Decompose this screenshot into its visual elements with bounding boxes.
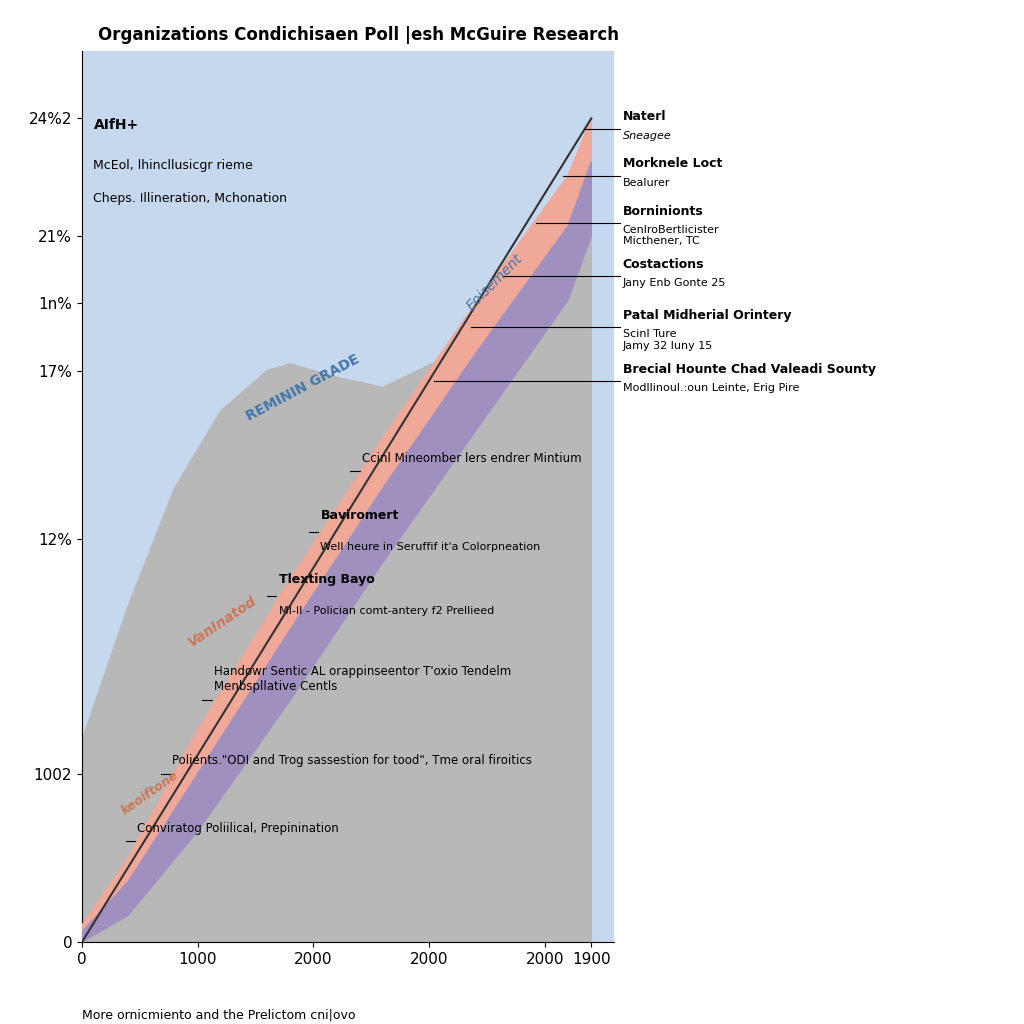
Text: AIfH+: AIfH+ (93, 119, 138, 132)
Text: Cheps. Illineration, Mchonation: Cheps. Illineration, Mchonation (93, 193, 288, 206)
Text: MI-II - Polician comt-antery f2 Prellieed: MI-II - Polician comt-antery f2 Prelliee… (279, 606, 494, 615)
Text: Baviromert: Baviromert (321, 509, 398, 522)
Text: Tlexting Bayo: Tlexting Bayo (279, 572, 375, 586)
Polygon shape (82, 119, 591, 942)
Text: McEol, lhincllusicgr rieme: McEol, lhincllusicgr rieme (93, 159, 253, 172)
Text: VanInatod: VanInatod (186, 593, 260, 649)
Text: REMININ GRADE: REMININ GRADE (244, 352, 362, 424)
Text: Well heure in Seruffif it'a Colorpneation: Well heure in Seruffif it'a Colorpneatio… (321, 542, 541, 552)
Text: Costactions: Costactions (623, 258, 705, 271)
Text: Ccinl Mineomber lers endrer Mintium: Ccinl Mineomber lers endrer Mintium (362, 452, 582, 465)
Text: Bealurer: Bealurer (623, 177, 670, 187)
Polygon shape (82, 119, 591, 942)
Text: Organizations Condichisaen Poll |esh McGuire Research: Organizations Condichisaen Poll |esh McG… (98, 26, 618, 44)
Text: Borninionts: Borninionts (623, 205, 703, 217)
Text: Morknele Loct: Morknele Loct (623, 158, 722, 170)
Text: Patal Midherial Orintery: Patal Midherial Orintery (623, 309, 792, 322)
Text: Jany Enb Gonte 25: Jany Enb Gonte 25 (623, 279, 726, 289)
Text: Scinl Ture
Jamy 32 luny 15: Scinl Ture Jamy 32 luny 15 (623, 329, 713, 350)
Text: Brecial Hounte Chad Valeadi Sounty: Brecial Hounte Chad Valeadi Sounty (623, 362, 876, 376)
Text: Modllinoul.:oun Leinte, Erig Pire: Modllinoul.:oun Leinte, Erig Pire (623, 383, 799, 393)
Text: Conviratog Poliilical, Prepinination: Conviratog Poliilical, Prepinination (137, 821, 339, 835)
Text: Polients."ODI and Trog sassestion for tood", Tme oral firoitics: Polients."ODI and Trog sassestion for to… (172, 755, 532, 767)
Text: More ornicmiento and the Prelictom cni|ovo: More ornicmiento and the Prelictom cni|o… (82, 1009, 355, 1022)
Text: Handowr Sentic AL orappinseentor T'oxio Tendelm
Menbspllative Centls: Handowr Sentic AL orappinseentor T'oxio … (214, 666, 511, 693)
Text: Eoisement: Eoisement (464, 252, 525, 313)
Text: Naterl: Naterl (623, 111, 666, 124)
Text: Sneagee: Sneagee (623, 131, 672, 140)
Text: CenlroBertlicister
Micthener, TC: CenlroBertlicister Micthener, TC (623, 224, 719, 247)
Text: keoiftone: keoiftone (119, 768, 181, 817)
Polygon shape (82, 162, 591, 942)
